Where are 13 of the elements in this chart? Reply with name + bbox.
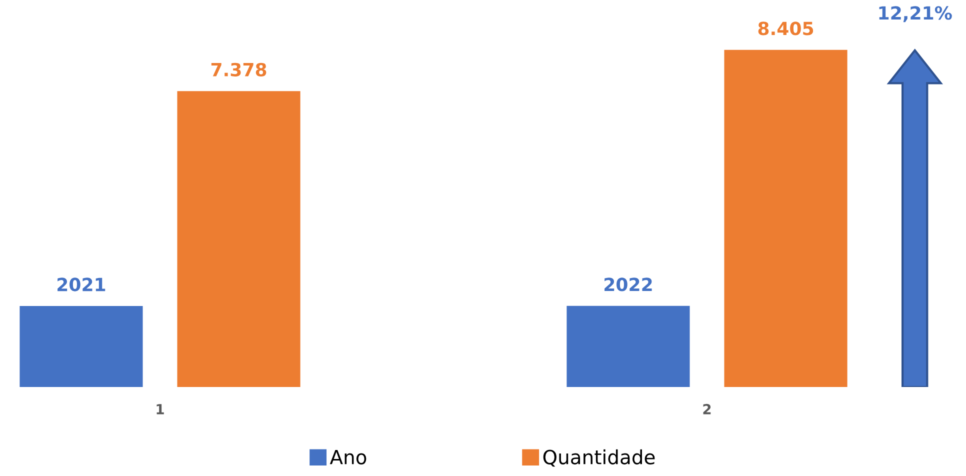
data-label: 7.378 [211,62,266,76]
legend-label: Quantidade [543,449,655,467]
x-tick-label: 1 [156,404,164,414]
bar [20,306,143,387]
x-tick-label: 2 [703,404,711,414]
bar [724,50,848,387]
data-label: 2022 [604,278,652,292]
text: 12,21% [879,6,952,22]
data-label: 2021 [58,278,106,292]
bar [177,91,300,387]
bar [566,306,690,387]
data-label: 8.405 [758,22,814,36]
legend-label: Ano [330,450,366,464]
